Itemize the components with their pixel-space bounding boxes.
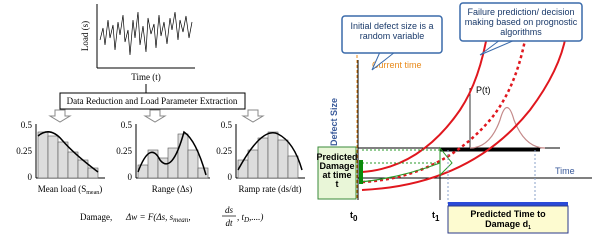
tick-label: 0.5 [221, 120, 233, 130]
hist-label: Mean load (Smean) [38, 184, 103, 196]
y-label: Load (s) [80, 21, 90, 51]
histogram: 0.5 0.25 0 Range (Δs) [116, 120, 210, 194]
callout [341, 15, 443, 54]
line: Predicted Time to [470, 209, 546, 219]
t1: t1 [432, 210, 440, 223]
damage-box [317, 146, 357, 200]
hist-label: Ramp rate (ds/dt) [239, 184, 302, 194]
y-label: Defect Size [329, 98, 339, 146]
t: t [432, 210, 435, 220]
time-box [447, 205, 569, 234]
current-time: Current time [372, 60, 422, 70]
formula: Damage, Δw = F(Δs, smean, ds dt , tD,...… [80, 205, 263, 228]
tick-label: 0 [228, 172, 233, 182]
formula-tail: , tD,....) [237, 212, 263, 224]
load-plot: Load (s) Time (t) [80, 4, 195, 82]
x-label: Time [555, 166, 575, 176]
label-end: ) [99, 184, 102, 194]
prognosis: Current time Defect Size Time P(t) Predi… [316, 2, 592, 234]
tick-label: 0.25 [116, 146, 132, 156]
frac-num: ds [225, 205, 234, 215]
tick-label: 0 [128, 172, 133, 182]
callout-failure: Failure prediction/ decision making based… [465, 7, 578, 37]
part: , [188, 212, 190, 222]
t: t [350, 210, 353, 220]
x-label: Time (t) [131, 72, 160, 82]
callout [459, 2, 583, 42]
predicted-time: Predicted Time to Damage d1 [470, 209, 546, 231]
formula-prefix: Damage, [80, 212, 112, 222]
predicted-damage: Predicted Damage at time t [316, 152, 357, 189]
part: D [243, 216, 249, 224]
t-sub: 1 [435, 214, 440, 223]
step-box [59, 92, 246, 110]
formula-expr: Δw = F(Δs, smean, [125, 212, 191, 224]
callout-initial: Initial defect size is a random variable [350, 21, 433, 41]
tick-label: 0.5 [21, 120, 33, 130]
part: mean [173, 216, 189, 224]
tick-label: 0.5 [121, 120, 133, 130]
part: ,....) [249, 212, 263, 222]
tick-label: 0.25 [16, 146, 32, 156]
tick-label: 0 [28, 172, 33, 182]
step: Data Reduction and Load Parameter Extrac… [67, 96, 238, 106]
t0: t0 [350, 210, 358, 223]
label-sub: mean [86, 190, 99, 196]
frac-den: dt [225, 218, 233, 228]
histogram: 0.5 0.25 0 Ramp rate (ds/dt) [216, 120, 305, 194]
tick-label: 0.25 [216, 146, 232, 156]
label: Mean load (S [38, 184, 87, 194]
t-sub: 0 [353, 214, 358, 223]
hist-label: Range (Δs) [152, 184, 193, 194]
part: , t [237, 212, 245, 222]
part: Δw = F(Δs, s [125, 212, 174, 222]
pdf-label: P(t) [476, 85, 491, 95]
histogram: 0.5 0.25 0 Mean load (Smean) [16, 120, 105, 196]
sub: 1 [528, 225, 531, 231]
line: Damage d [485, 219, 528, 229]
